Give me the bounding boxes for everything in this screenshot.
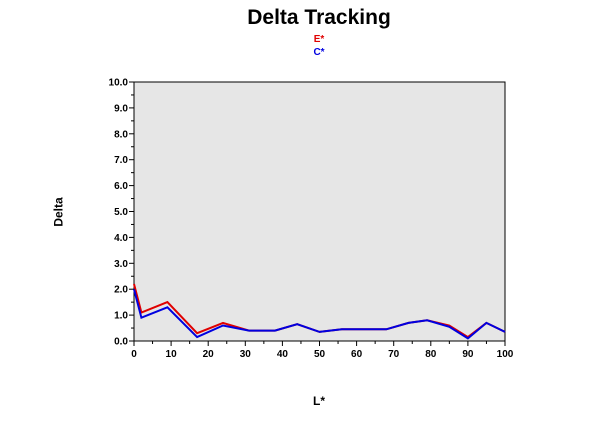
y-tick-label: 7.0	[114, 155, 128, 166]
x-tick-label: 70	[388, 349, 400, 360]
legend-label-c: C*	[313, 47, 325, 58]
x-tick-label: 100	[497, 349, 514, 360]
series-line-c	[133, 288, 506, 340]
x-tick-label: 50	[314, 349, 326, 360]
y-tick-label: 6.0	[114, 181, 128, 192]
x-axis-label: L*	[313, 394, 325, 408]
y-tick-label: 9.0	[114, 103, 128, 114]
y-tick-label: 3.0	[114, 259, 128, 270]
y-tick-label: 1.0	[114, 311, 128, 322]
y-tick-label: 8.0	[114, 129, 128, 140]
x-tick-label: 40	[277, 349, 289, 360]
x-tick-label: 20	[203, 349, 215, 360]
y-tick-label: 10.0	[109, 78, 129, 89]
x-tick-label: 60	[351, 349, 363, 360]
x-tick-label: 90	[462, 349, 474, 360]
series-lines	[133, 283, 506, 340]
chart-title: Delta Tracking	[247, 6, 391, 29]
plot-area	[133, 81, 506, 342]
axes-group: 0.0 1.0 2.0 3.0 4.0 5.0 6.0 7.0 8.0 9.0 10.0 0 10 20 3…	[109, 78, 514, 361]
x-tick-label: 0	[131, 349, 137, 360]
x-tick-label: 80	[425, 349, 437, 360]
x-tick-label: 30	[240, 349, 252, 360]
legend-label-e: E*	[313, 34, 325, 45]
x-tick-label: 10	[166, 349, 178, 360]
y-tick-label: 2.0	[114, 285, 128, 296]
y-tick-label: 5.0	[114, 207, 128, 218]
legend-entry-e: E*	[0, 34, 600, 45]
legend-entry-c: C*	[0, 47, 600, 58]
y-tick-label: 4.0	[114, 233, 128, 244]
y-tick-label: 0.0	[114, 337, 128, 348]
